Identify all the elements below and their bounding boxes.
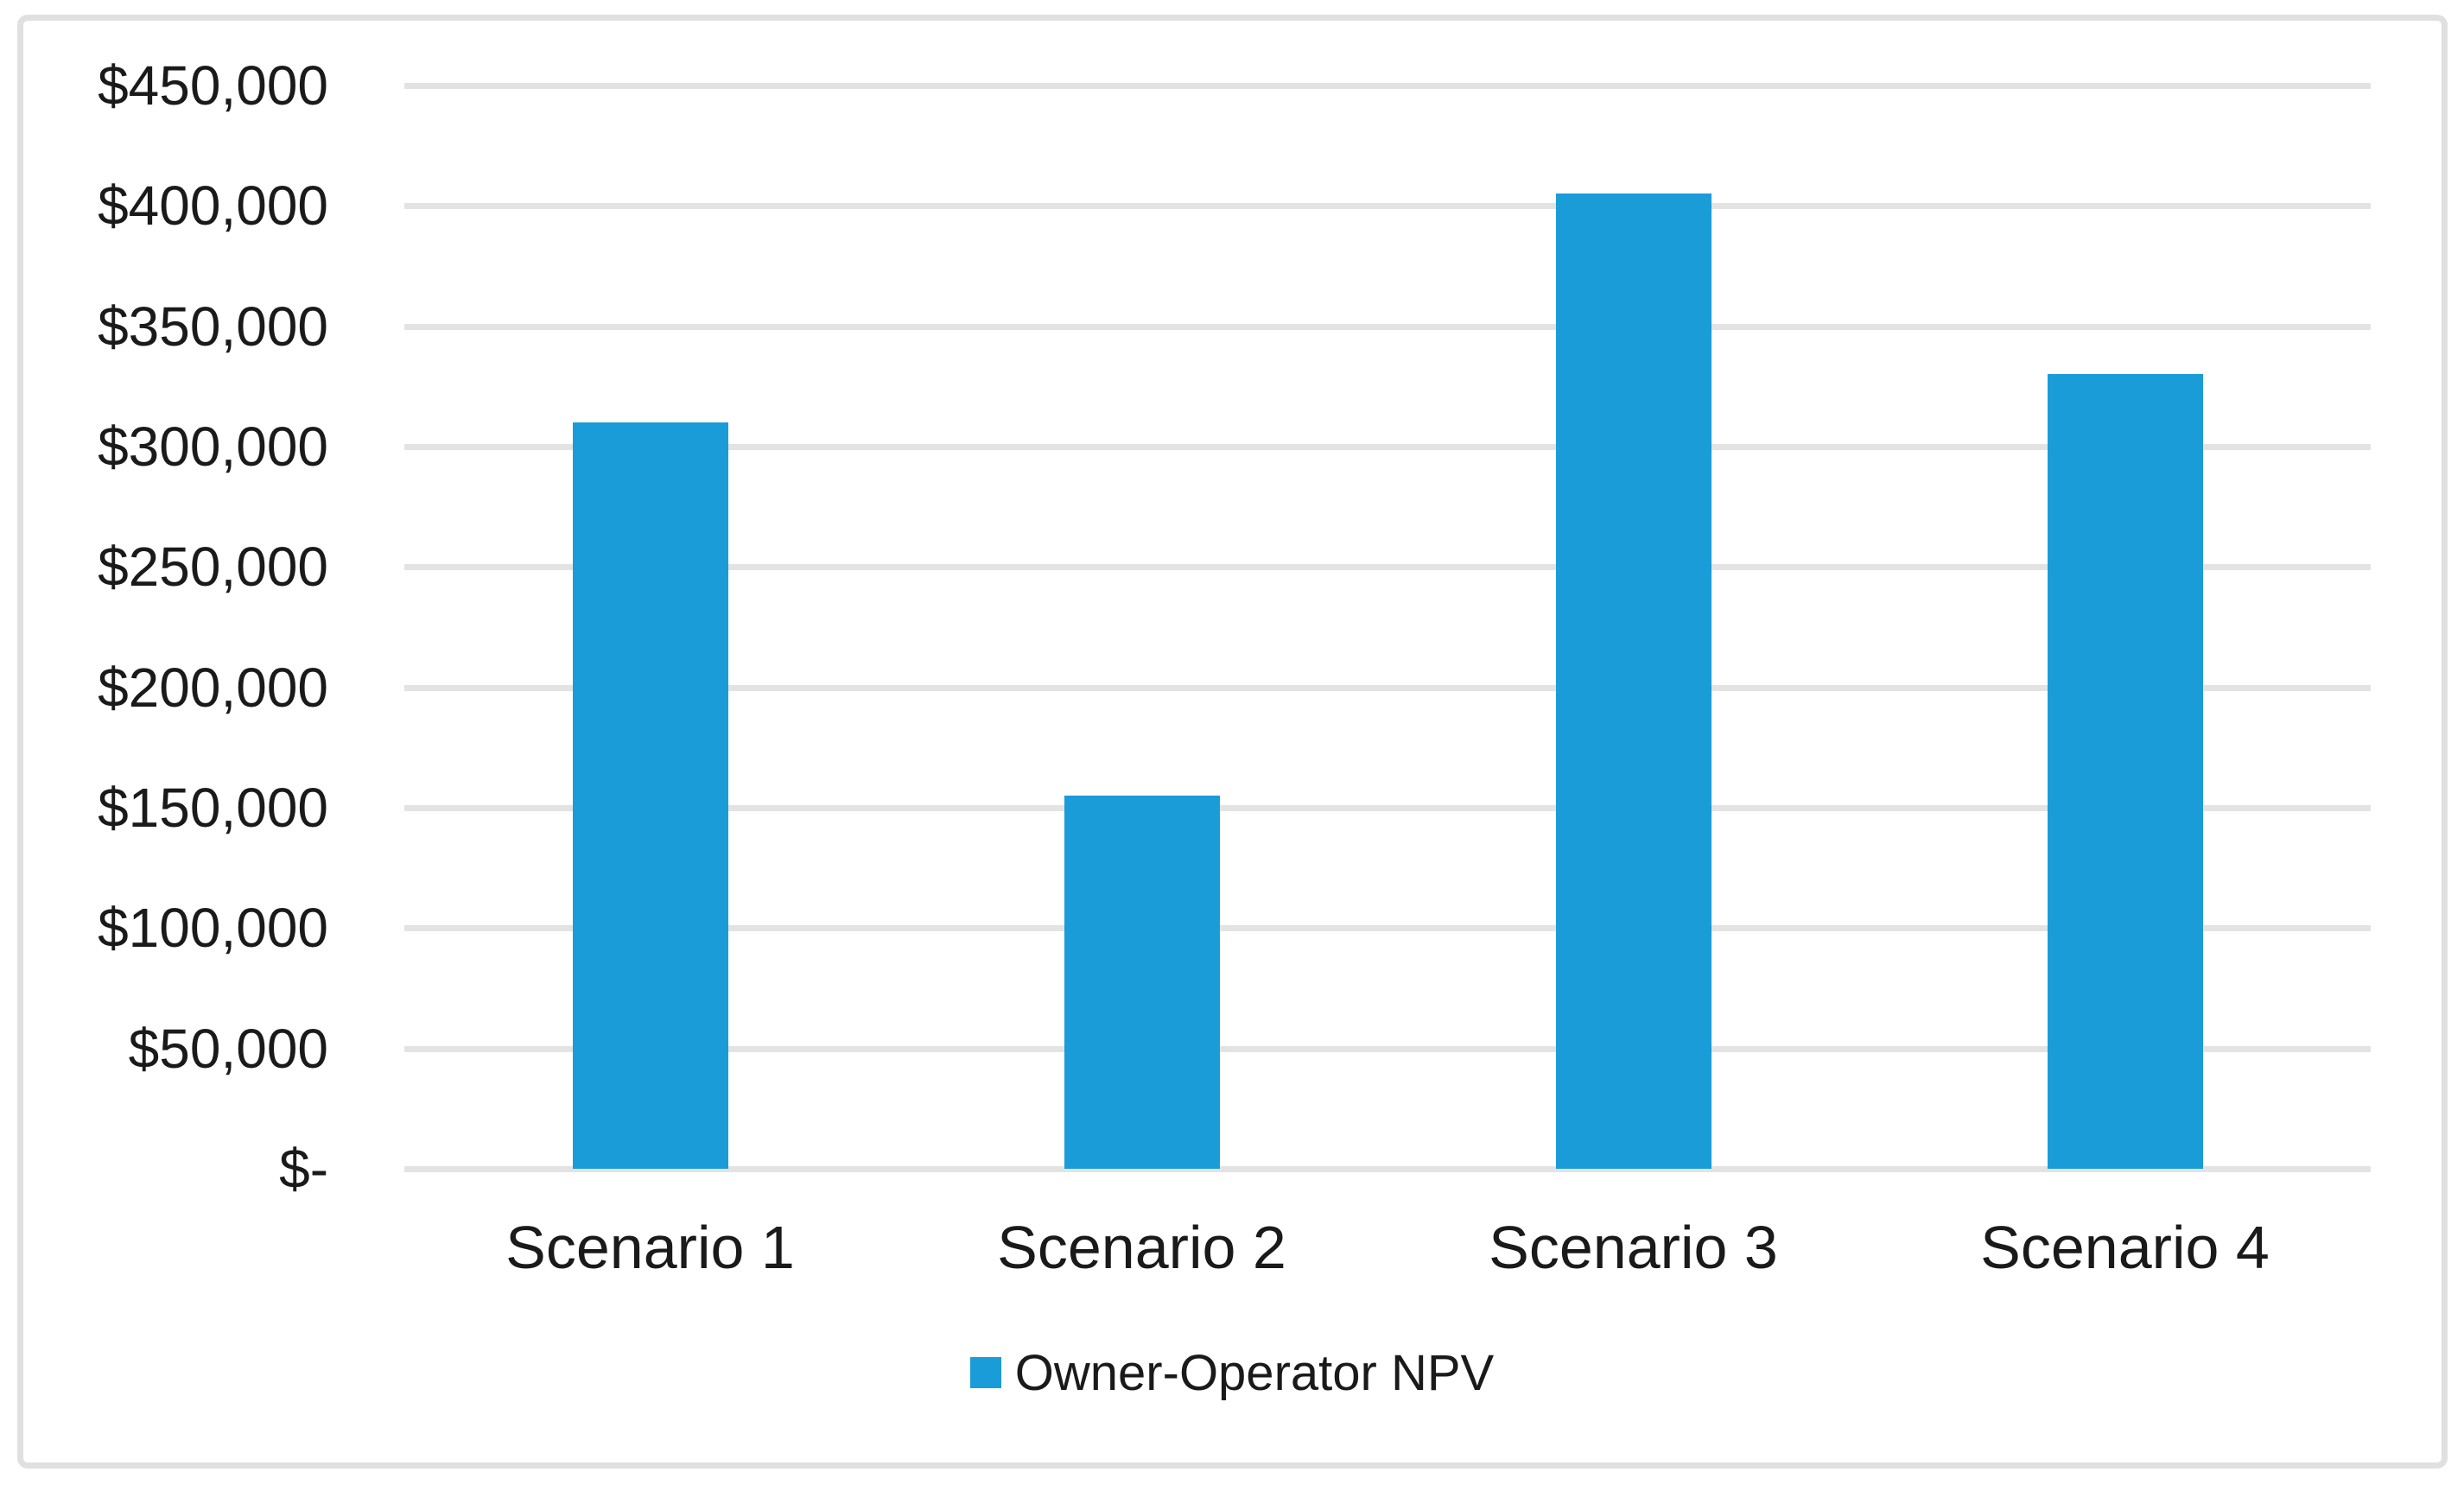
plot-area [404, 83, 2371, 1172]
bar-scenario-1 [572, 422, 728, 1169]
x-axis-category-label: Scenario 4 [1980, 1214, 2270, 1281]
y-axis-tick-label: $- [279, 1138, 328, 1200]
bar-scenario-3 [1555, 194, 1711, 1169]
y-axis-tick-label: $300,000 [98, 416, 328, 478]
gridline [404, 564, 2371, 571]
chart-border-frame [17, 15, 2448, 1469]
gridline [404, 925, 2371, 932]
y-axis-tick-label: $400,000 [98, 174, 328, 238]
gridline [404, 805, 2371, 811]
gridline [404, 83, 2371, 89]
x-axis-category-label: Scenario 3 [1489, 1214, 1778, 1281]
y-axis-tick-label: $150,000 [98, 777, 328, 839]
gridline [404, 323, 2371, 330]
y-axis-tick-label: $100,000 [98, 897, 328, 960]
legend-marker-icon [969, 1357, 1001, 1388]
gridline [404, 684, 2371, 691]
gridline [404, 1045, 2371, 1052]
y-axis-tick-label: $450,000 [98, 54, 328, 117]
y-axis-tick-label: $350,000 [98, 295, 328, 358]
y-axis-tick-label: $200,000 [98, 656, 328, 719]
legend: Owner-Operator NPV [0, 1337, 2464, 1408]
y-axis-tick-label: $250,000 [98, 536, 328, 599]
x-axis-category-label: Scenario 1 [505, 1214, 795, 1281]
bar-scenario-4 [2047, 374, 2203, 1169]
bar-scenario-2 [1064, 796, 1220, 1169]
x-axis-category-label: Scenario 2 [997, 1214, 1286, 1281]
gridline [404, 1166, 2371, 1172]
legend-label: Owner-Operator NPV [1014, 1344, 1495, 1401]
gridline [404, 444, 2371, 450]
gridline [404, 203, 2371, 210]
y-axis-tick-label: $50,000 [128, 1017, 328, 1080]
